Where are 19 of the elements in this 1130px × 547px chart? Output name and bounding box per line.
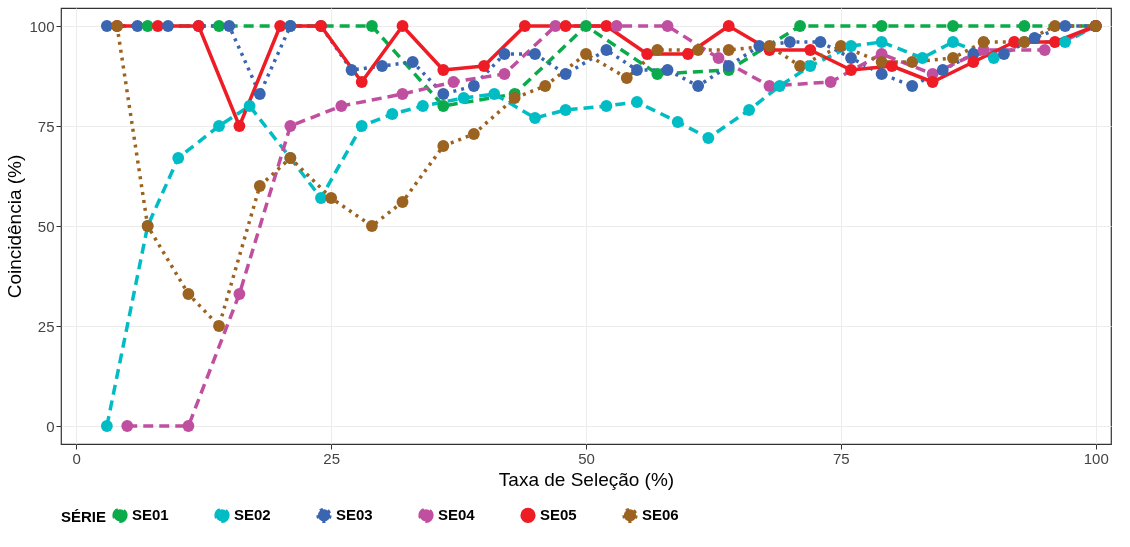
legend-label: SE03 bbox=[336, 506, 373, 524]
x-axis-title: Taxa de Seleção (%) bbox=[498, 468, 675, 490]
y-tick-label: 100 bbox=[29, 17, 55, 35]
legend-title: SÉRIE bbox=[61, 508, 107, 525]
legend-label: SE06 bbox=[642, 506, 679, 524]
x-tick-label: 0 bbox=[72, 449, 81, 467]
x-tick-label: 100 bbox=[1083, 449, 1109, 467]
legend-label: SE04 bbox=[438, 506, 476, 524]
x-tick-label: 25 bbox=[323, 449, 340, 467]
legend-label: SE01 bbox=[132, 506, 169, 524]
y-tick-label: 25 bbox=[37, 317, 55, 335]
x-tick-label: 50 bbox=[578, 449, 595, 467]
x-tick-label: 75 bbox=[833, 449, 850, 467]
y-tick-label: 0 bbox=[46, 417, 55, 435]
y-axis-title: Coincidência (%) bbox=[4, 154, 26, 299]
y-tick-label: 50 bbox=[37, 217, 55, 235]
legend-label: SE05 bbox=[540, 506, 577, 524]
legend-label: SE02 bbox=[234, 506, 271, 524]
y-tick-label: 75 bbox=[37, 117, 55, 135]
